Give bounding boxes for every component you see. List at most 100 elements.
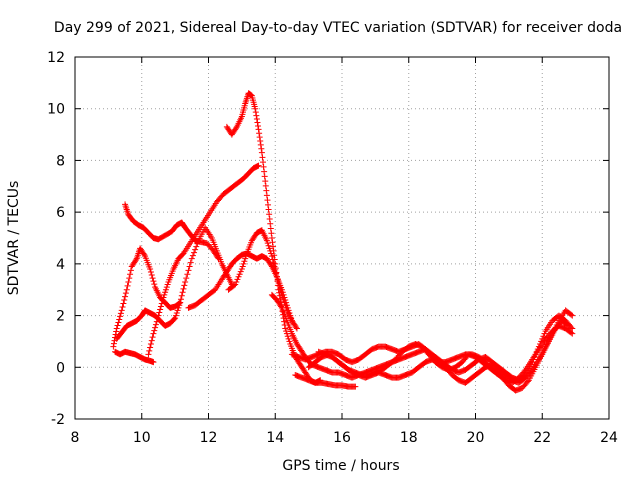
x-tick-label: 24: [600, 430, 618, 446]
data-point: [267, 247, 274, 254]
data-point: [113, 328, 120, 335]
data-point: [263, 187, 270, 194]
data-point: [266, 211, 273, 218]
data-point: [151, 327, 158, 334]
data-point: [264, 197, 271, 204]
data-point: [528, 368, 535, 375]
data-point: [240, 260, 247, 267]
data-point: [187, 259, 194, 266]
data-point: [153, 318, 160, 325]
data-point: [116, 316, 123, 323]
data-point: [253, 116, 260, 123]
data-point: [278, 291, 285, 298]
data-point: [193, 243, 200, 250]
data-point: [279, 294, 286, 301]
data-point: [254, 119, 261, 126]
data-point: [113, 325, 120, 332]
plot-frame: [74, 56, 610, 420]
data-point: [237, 268, 244, 275]
data-point: [148, 272, 155, 279]
data-point: [184, 271, 191, 278]
y-tick-label: 10: [47, 102, 65, 118]
data-point: [564, 322, 571, 329]
data-point: [194, 240, 201, 247]
data-point: [179, 289, 186, 296]
data-point: [265, 201, 272, 208]
data-point: [161, 291, 168, 298]
grid: [75, 57, 609, 419]
data-point: [176, 302, 183, 309]
data-point: [114, 322, 121, 329]
data-point: [118, 307, 125, 314]
data-point: [127, 271, 134, 278]
x-tick-label: 10: [133, 430, 151, 446]
data-point: [255, 126, 262, 133]
y-tick-label: 2: [56, 309, 65, 325]
data-point: [282, 325, 289, 332]
data-point: [188, 255, 195, 262]
data-point: [267, 220, 274, 227]
data-point: [172, 312, 179, 319]
data-point: [235, 273, 242, 280]
data-point: [275, 279, 282, 286]
data-point: [281, 299, 288, 306]
data-point: [266, 245, 273, 252]
data-point: [262, 178, 269, 185]
data-point: [234, 276, 241, 283]
data-point: [252, 109, 259, 116]
data-point: [268, 230, 275, 237]
data-point: [180, 285, 187, 292]
data-point: [152, 321, 159, 328]
data-point: [269, 239, 276, 246]
data-point: [238, 266, 245, 273]
data-point: [262, 182, 269, 189]
data-point: [123, 286, 130, 293]
data-point: [277, 285, 284, 292]
data-point: [236, 271, 243, 278]
data-point: [117, 310, 124, 317]
data-point: [147, 344, 154, 351]
data-point: [263, 237, 270, 244]
data-point: [163, 284, 170, 291]
y-tick-label: -2: [51, 412, 65, 428]
data-point: [541, 330, 548, 337]
data-point: [233, 125, 240, 132]
data-point: [171, 316, 178, 323]
data-point: [147, 266, 154, 273]
data-point: [569, 325, 576, 332]
data-point: [185, 267, 192, 274]
data-point: [524, 378, 531, 385]
data-point: [125, 278, 132, 285]
data-point: [274, 276, 281, 283]
data-point: [150, 278, 157, 285]
data-point: [119, 303, 126, 310]
data-point: [124, 282, 131, 289]
data-point: [191, 249, 198, 256]
data-point: [147, 341, 154, 348]
data-point: [117, 313, 124, 320]
data-point: [146, 347, 153, 354]
data-point: [149, 275, 156, 282]
data-point: [285, 335, 292, 342]
data-point: [159, 297, 166, 304]
data-point: [255, 162, 262, 169]
data-point: [263, 192, 270, 199]
data-point: [148, 337, 155, 344]
data-point: [256, 134, 263, 141]
data-point: [269, 256, 276, 263]
data-point: [265, 206, 272, 213]
data-point: [141, 251, 148, 258]
data-point: [276, 282, 283, 289]
data-point: [145, 351, 152, 358]
data-point: [232, 281, 239, 288]
data-points: [110, 90, 576, 394]
data-point: [158, 300, 165, 307]
data-point: [162, 289, 169, 296]
data-point: [231, 282, 238, 289]
data-point: [268, 253, 275, 260]
data-point: [278, 288, 285, 295]
data-point: [239, 263, 246, 270]
data-point: [154, 315, 161, 322]
data-point: [241, 258, 248, 265]
data-point: [186, 263, 193, 270]
